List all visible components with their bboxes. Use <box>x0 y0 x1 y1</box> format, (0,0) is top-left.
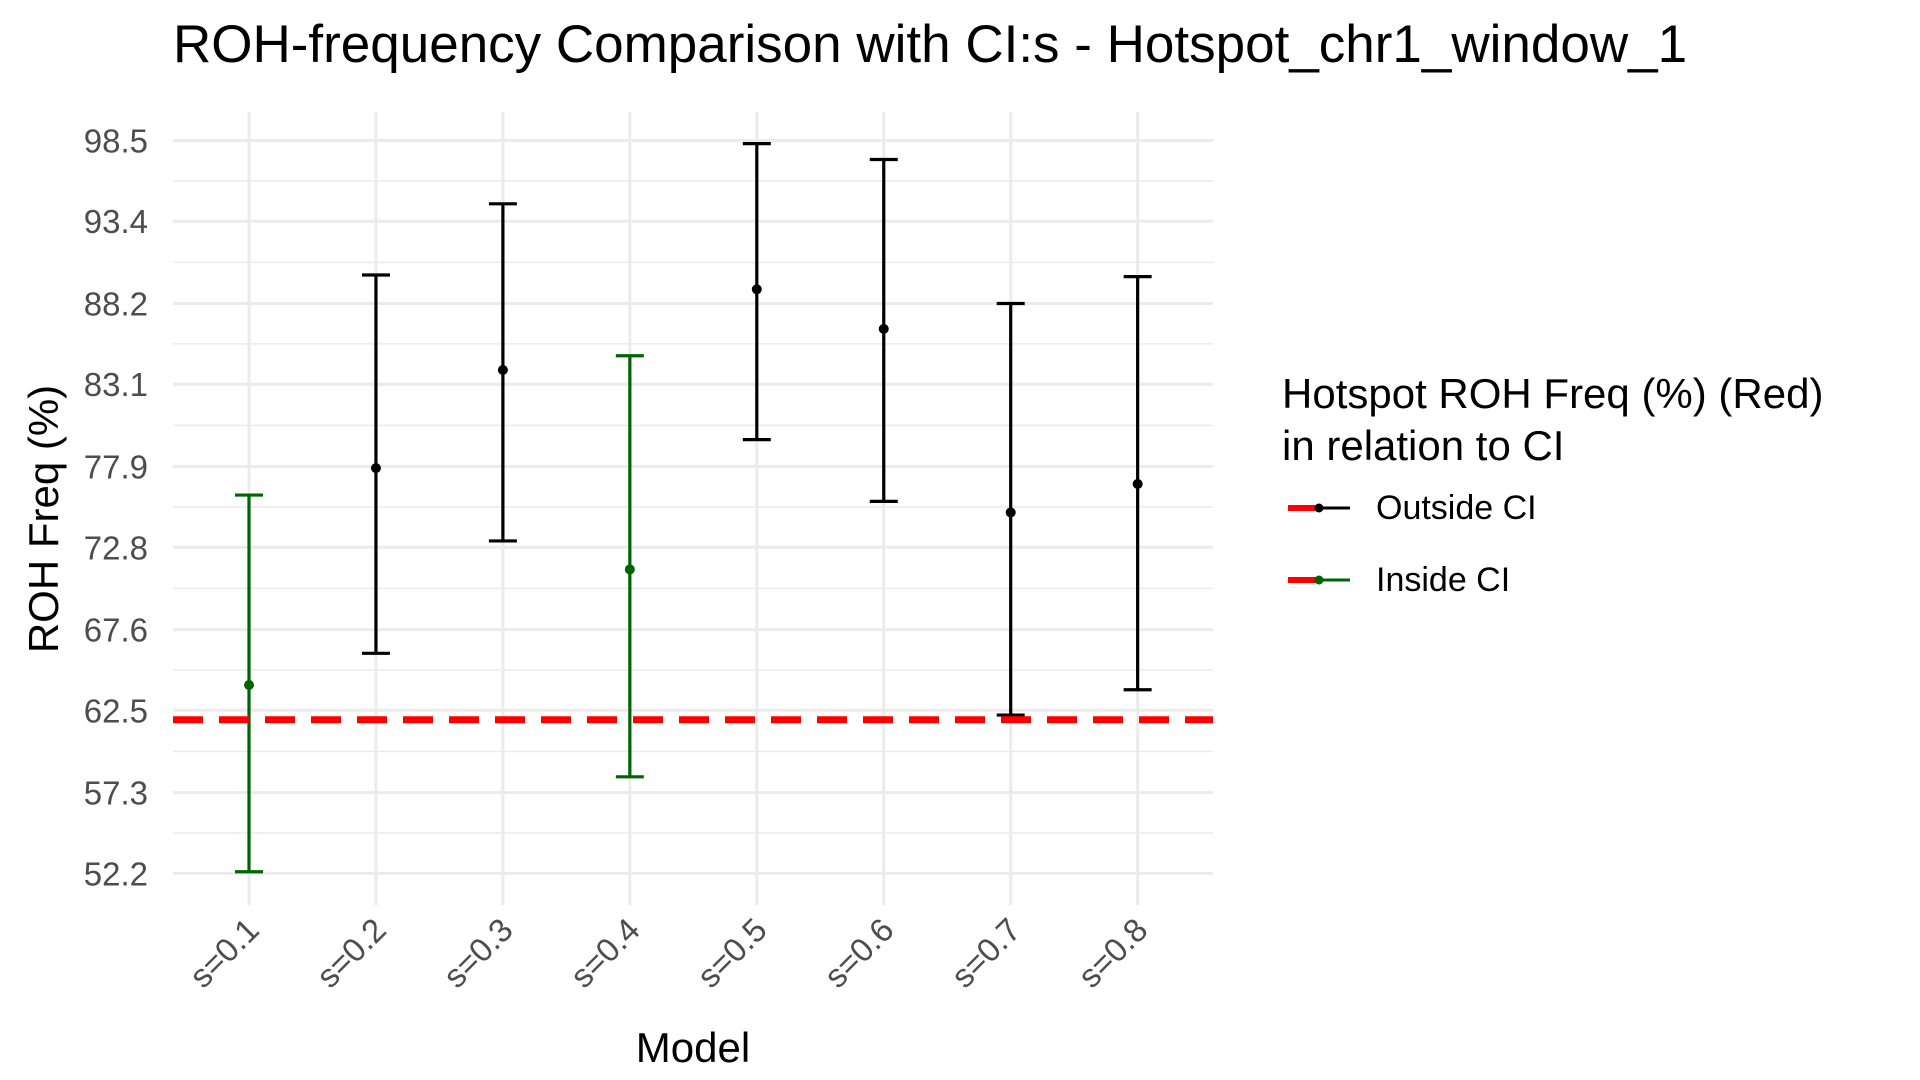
legend-key-inside-ci <box>1288 575 1350 585</box>
x-tick-label: s=0.5 <box>690 911 774 995</box>
y-tick-label: 67.6 <box>84 612 148 649</box>
data-point <box>878 323 889 334</box>
errorbar-group <box>361 273 390 655</box>
grid-layer <box>173 112 1213 905</box>
data-point <box>624 564 635 575</box>
x-tick-label: s=0.7 <box>944 911 1028 995</box>
legend-label-inside-ci: Inside CI <box>1376 560 1511 599</box>
legend-title: Hotspot ROH Freq (%) (Red) in relation t… <box>1282 370 1824 469</box>
errorbar-group <box>742 142 771 442</box>
data-layer <box>235 142 1152 874</box>
errorbar-group <box>996 301 1025 717</box>
y-axis: 52.2 57.3 62.5 67.6 72.8 77.9 83.1 88.2 93.4 98.5 <box>84 122 148 892</box>
errorbar-group <box>235 493 263 874</box>
x-axis: s=0.1 s=0.2 s=0.3 s=0.4 s=0.5 s=0.6 s=0.7 s=0.8 <box>182 911 1155 995</box>
x-tick-label: s=0.4 <box>563 911 647 995</box>
y-tick-label: 52.2 <box>84 855 148 892</box>
y-tick-label: 98.5 <box>84 122 148 159</box>
y-tick-label: 83.1 <box>84 366 148 403</box>
x-tick-label: s=0.1 <box>182 911 266 995</box>
plot-area <box>173 112 1213 905</box>
errorbar-group <box>615 354 644 779</box>
y-tick-label: 57.3 <box>84 775 148 812</box>
y-axis-title: ROH Freq (%) <box>20 385 67 653</box>
data-point <box>1132 478 1143 489</box>
y-tick-label: 62.5 <box>84 692 148 729</box>
data-point <box>244 679 254 690</box>
legend-item-inside-ci: Inside CI <box>1282 544 1823 616</box>
chart-title: ROH-frequency Comparison with CI:s - Hot… <box>173 15 1688 74</box>
errorbar-group <box>869 157 898 503</box>
legend-key-outside-ci <box>1288 503 1350 513</box>
y-tick-label: 93.4 <box>84 203 148 240</box>
errorbar-group <box>1123 275 1152 692</box>
y-tick-label: 88.2 <box>84 286 148 323</box>
legend-item-outside-ci: Outside CI <box>1282 472 1823 544</box>
y-tick-label: 72.8 <box>84 529 148 566</box>
x-tick-label: s=0.6 <box>817 911 901 995</box>
legend: Hotspot ROH Freq (%) (Red) in relation t… <box>1282 368 1823 616</box>
x-tick-label: s=0.2 <box>309 911 393 995</box>
data-point <box>497 365 508 376</box>
x-tick-label: s=0.3 <box>436 911 520 995</box>
data-point <box>1005 507 1016 518</box>
x-axis-title: Model <box>636 1024 750 1071</box>
errorbar-group <box>488 202 517 543</box>
y-tick-label: 77.9 <box>84 449 148 486</box>
x-tick-label: s=0.8 <box>1071 911 1155 995</box>
data-point <box>751 284 762 295</box>
data-point <box>370 463 381 474</box>
legend-label-outside-ci: Outside CI <box>1376 488 1537 527</box>
